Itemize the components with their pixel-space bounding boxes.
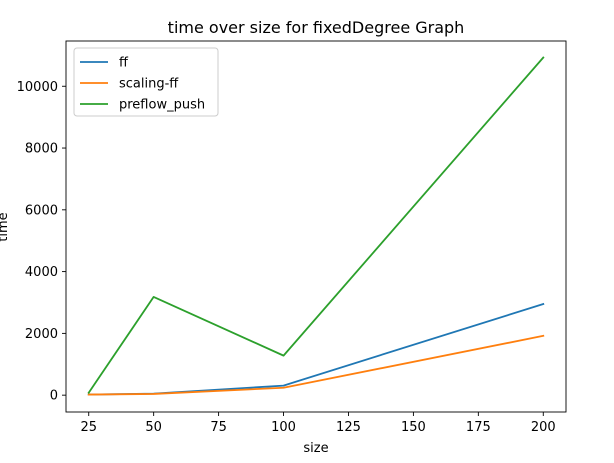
legend-items: ff scaling-ff preflow_push <box>80 56 205 113</box>
y-axis-label: time <box>0 212 11 241</box>
legend-label-ff: ff <box>119 56 129 71</box>
chart-title: time over size for fixedDegree Graph <box>168 18 465 37</box>
y-tick-label: 6000 <box>25 203 58 218</box>
y-axis-ticks: 0 2000 4000 6000 8000 10000 <box>17 80 66 404</box>
x-tick-label: 150 <box>401 420 426 435</box>
legend-label-preflow-push: preflow_push <box>119 98 205 113</box>
x-tick-label: 75 <box>210 420 227 435</box>
legend-label-scaling-ff: scaling-ff <box>119 77 179 92</box>
legend: ff scaling-ff preflow_push <box>73 47 219 117</box>
series-line-preflow-push <box>87 56 545 394</box>
x-tick-label: 200 <box>531 420 556 435</box>
legend-box <box>73 47 219 117</box>
y-tick-label: 0 <box>50 389 58 404</box>
x-tick-label: 125 <box>336 420 361 435</box>
x-tick-label: 175 <box>466 420 491 435</box>
plot-frame <box>65 40 567 413</box>
x-tick-label: 100 <box>271 420 296 435</box>
y-tick-label: 2000 <box>25 327 58 342</box>
x-axis-label: size <box>303 441 328 456</box>
y-tick-label: 4000 <box>25 265 58 280</box>
y-tick-label: 8000 <box>25 142 58 157</box>
x-axis-ticks: 25 50 75 100 125 150 175 200 <box>80 412 556 435</box>
series-line-scaling-ff <box>87 334 545 396</box>
y-tick-label: 10000 <box>17 80 58 95</box>
series-lines <box>87 56 545 396</box>
x-tick-label: 25 <box>80 420 97 435</box>
x-tick-label: 50 <box>145 420 162 435</box>
